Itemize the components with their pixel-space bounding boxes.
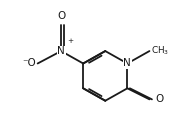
Text: N: N (124, 59, 131, 68)
Text: CH$_3$: CH$_3$ (151, 44, 169, 57)
Text: +: + (68, 38, 74, 44)
Text: N: N (57, 46, 65, 56)
Text: ⁻O: ⁻O (22, 59, 36, 68)
Text: O: O (57, 11, 65, 21)
Text: O: O (155, 94, 163, 104)
